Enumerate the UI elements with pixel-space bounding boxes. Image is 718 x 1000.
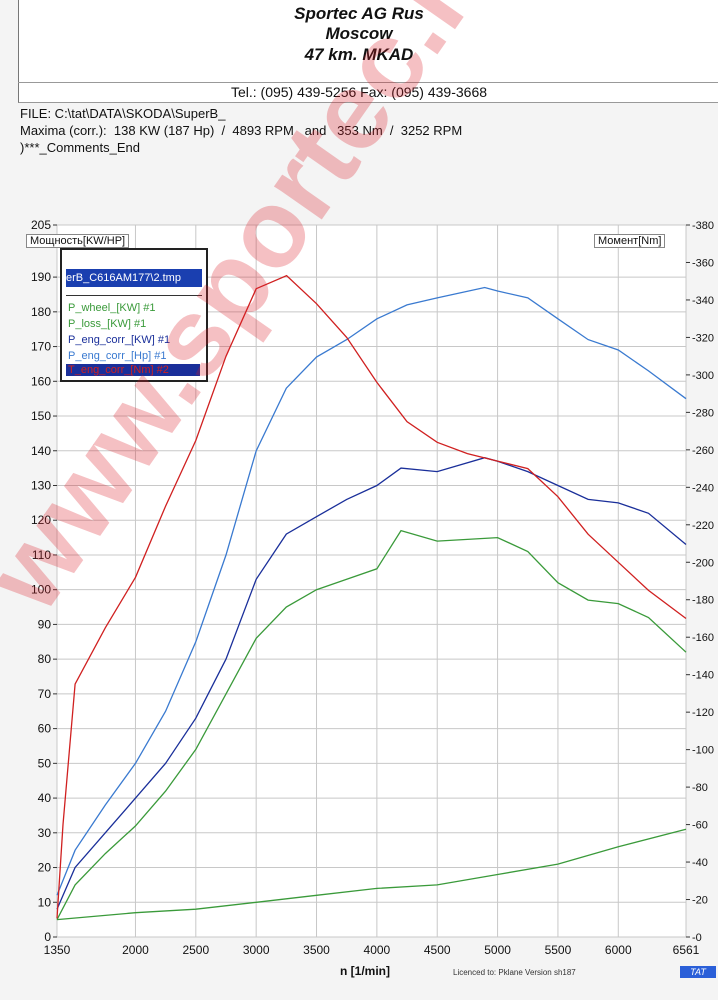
- legend-selected-file[interactable]: erB_C616AM177\2.tmp: [66, 269, 202, 287]
- x-tick-label: 4500: [424, 943, 451, 957]
- series-line-0: [56, 529, 687, 920]
- y-tick-label: 30: [38, 826, 52, 840]
- x-tick-label: 6000: [605, 943, 632, 957]
- y-tick-label: 40: [38, 791, 52, 805]
- y-tick-label: 110: [32, 548, 51, 562]
- y2-tick-label: -140: [692, 670, 714, 682]
- y2-tick-label: -280: [692, 407, 714, 419]
- legend-separator: [66, 295, 202, 296]
- y-tick-label: 120: [31, 513, 51, 527]
- y2-tick-label: -380: [692, 220, 714, 232]
- y-tick-label: 0: [44, 930, 51, 944]
- y-tick-label: 180: [31, 305, 51, 319]
- y-tick-label: 10: [38, 895, 52, 909]
- y-tick-label: 170: [31, 340, 51, 354]
- y2-tick-label: -320: [692, 332, 714, 344]
- y2-tick-label: -0: [692, 932, 702, 944]
- x-tick-label: 6561: [673, 943, 700, 957]
- x-tick-label: 5500: [545, 943, 572, 957]
- file-path: FILE: C:\tat\DATA\SKODA\SuperB_: [20, 106, 226, 121]
- address-text: 47 km. MKAD: [304, 45, 414, 64]
- y-tick-label: 20: [38, 861, 52, 875]
- y-tick-label: 50: [38, 756, 52, 770]
- y2-tick-label: -20: [692, 895, 708, 907]
- y-tick-label: 80: [38, 652, 52, 666]
- x-tick-label: 5000: [484, 943, 511, 957]
- y-tick-label: 130: [31, 478, 51, 492]
- series-line-4: [56, 274, 687, 919]
- contact-line: Tel.: (095) 439-5256 Fax: (095) 439-3668: [230, 84, 488, 100]
- tat-badge: TAT: [680, 966, 716, 978]
- legend-item-p-wheel[interactable]: P_wheel_[KW] #1: [68, 302, 156, 314]
- y2-tick-label: -120: [692, 707, 714, 719]
- y-tick-label: 205: [31, 218, 51, 232]
- x-tick-label: 2500: [182, 943, 209, 957]
- y2-tick-label: -80: [692, 782, 708, 794]
- y-tick-label: 190: [31, 270, 51, 284]
- y2-tick-label: -260: [692, 445, 714, 457]
- x-axis-label: n [1/min]: [340, 964, 390, 978]
- legend-item-p-eng-kw[interactable]: P_eng_corr_[KW] #1: [68, 334, 171, 346]
- x-tick-label: 1350: [44, 943, 71, 957]
- report-header: [18, 0, 718, 103]
- left-axis-title: Мощность[KW/HP]: [26, 234, 130, 248]
- x-tick-label: 3000: [243, 943, 270, 957]
- series-line-3: [56, 286, 687, 896]
- y2-tick-label: -240: [692, 482, 714, 494]
- legend-item-t-eng[interactable]: T_eng_corr_[Nm] #2: [66, 364, 200, 376]
- comments-end: )***_Comments_End: [20, 140, 140, 155]
- y-tick-label: 160: [31, 374, 51, 388]
- series-line-2: [56, 457, 687, 910]
- y-tick-label: 150: [31, 409, 51, 423]
- legend-box[interactable]: erB_C616AM177\2.tmp P_wheel_[KW] #1 P_lo…: [60, 248, 208, 382]
- legend-item-p-loss[interactable]: P_loss_[KW] #1: [68, 318, 147, 330]
- x-tick-label: 2000: [122, 943, 149, 957]
- y2-tick-label: -180: [692, 595, 714, 607]
- y2-tick-label: -40: [692, 857, 708, 869]
- license-text: Licenced to: Pklane Version sh187: [453, 968, 576, 977]
- y2-tick-label: -220: [692, 520, 714, 532]
- y2-tick-label: -60: [692, 820, 708, 832]
- right-axis-title: Момент[Nm]: [594, 234, 666, 248]
- x-tick-label: 4000: [364, 943, 391, 957]
- y-tick-label: 140: [31, 444, 51, 458]
- y2-tick-label: -360: [692, 257, 714, 269]
- y-tick-label: 90: [38, 617, 52, 631]
- y2-tick-label: -160: [692, 632, 714, 644]
- y2-tick-label: -300: [692, 370, 714, 382]
- legend-item-p-eng-hp[interactable]: P_eng_corr_[Hp] #1: [68, 350, 167, 362]
- city-name: Moscow: [325, 24, 393, 43]
- y-tick-label: 100: [31, 583, 51, 597]
- y-tick-label: 70: [38, 687, 52, 701]
- y-tick-label: 60: [38, 722, 52, 736]
- y2-tick-label: -100: [692, 745, 714, 757]
- maxima-line: Maxima (corr.): 138 KW (187 Hp) / 4893 R…: [20, 123, 463, 138]
- header-divider: [18, 82, 718, 83]
- y2-tick-label: -200: [692, 557, 714, 569]
- series-line-1: [56, 828, 687, 921]
- company-name: Sportec AG Rus: [294, 4, 424, 23]
- y2-tick-label: -340: [692, 295, 714, 307]
- x-tick-label: 3500: [303, 943, 330, 957]
